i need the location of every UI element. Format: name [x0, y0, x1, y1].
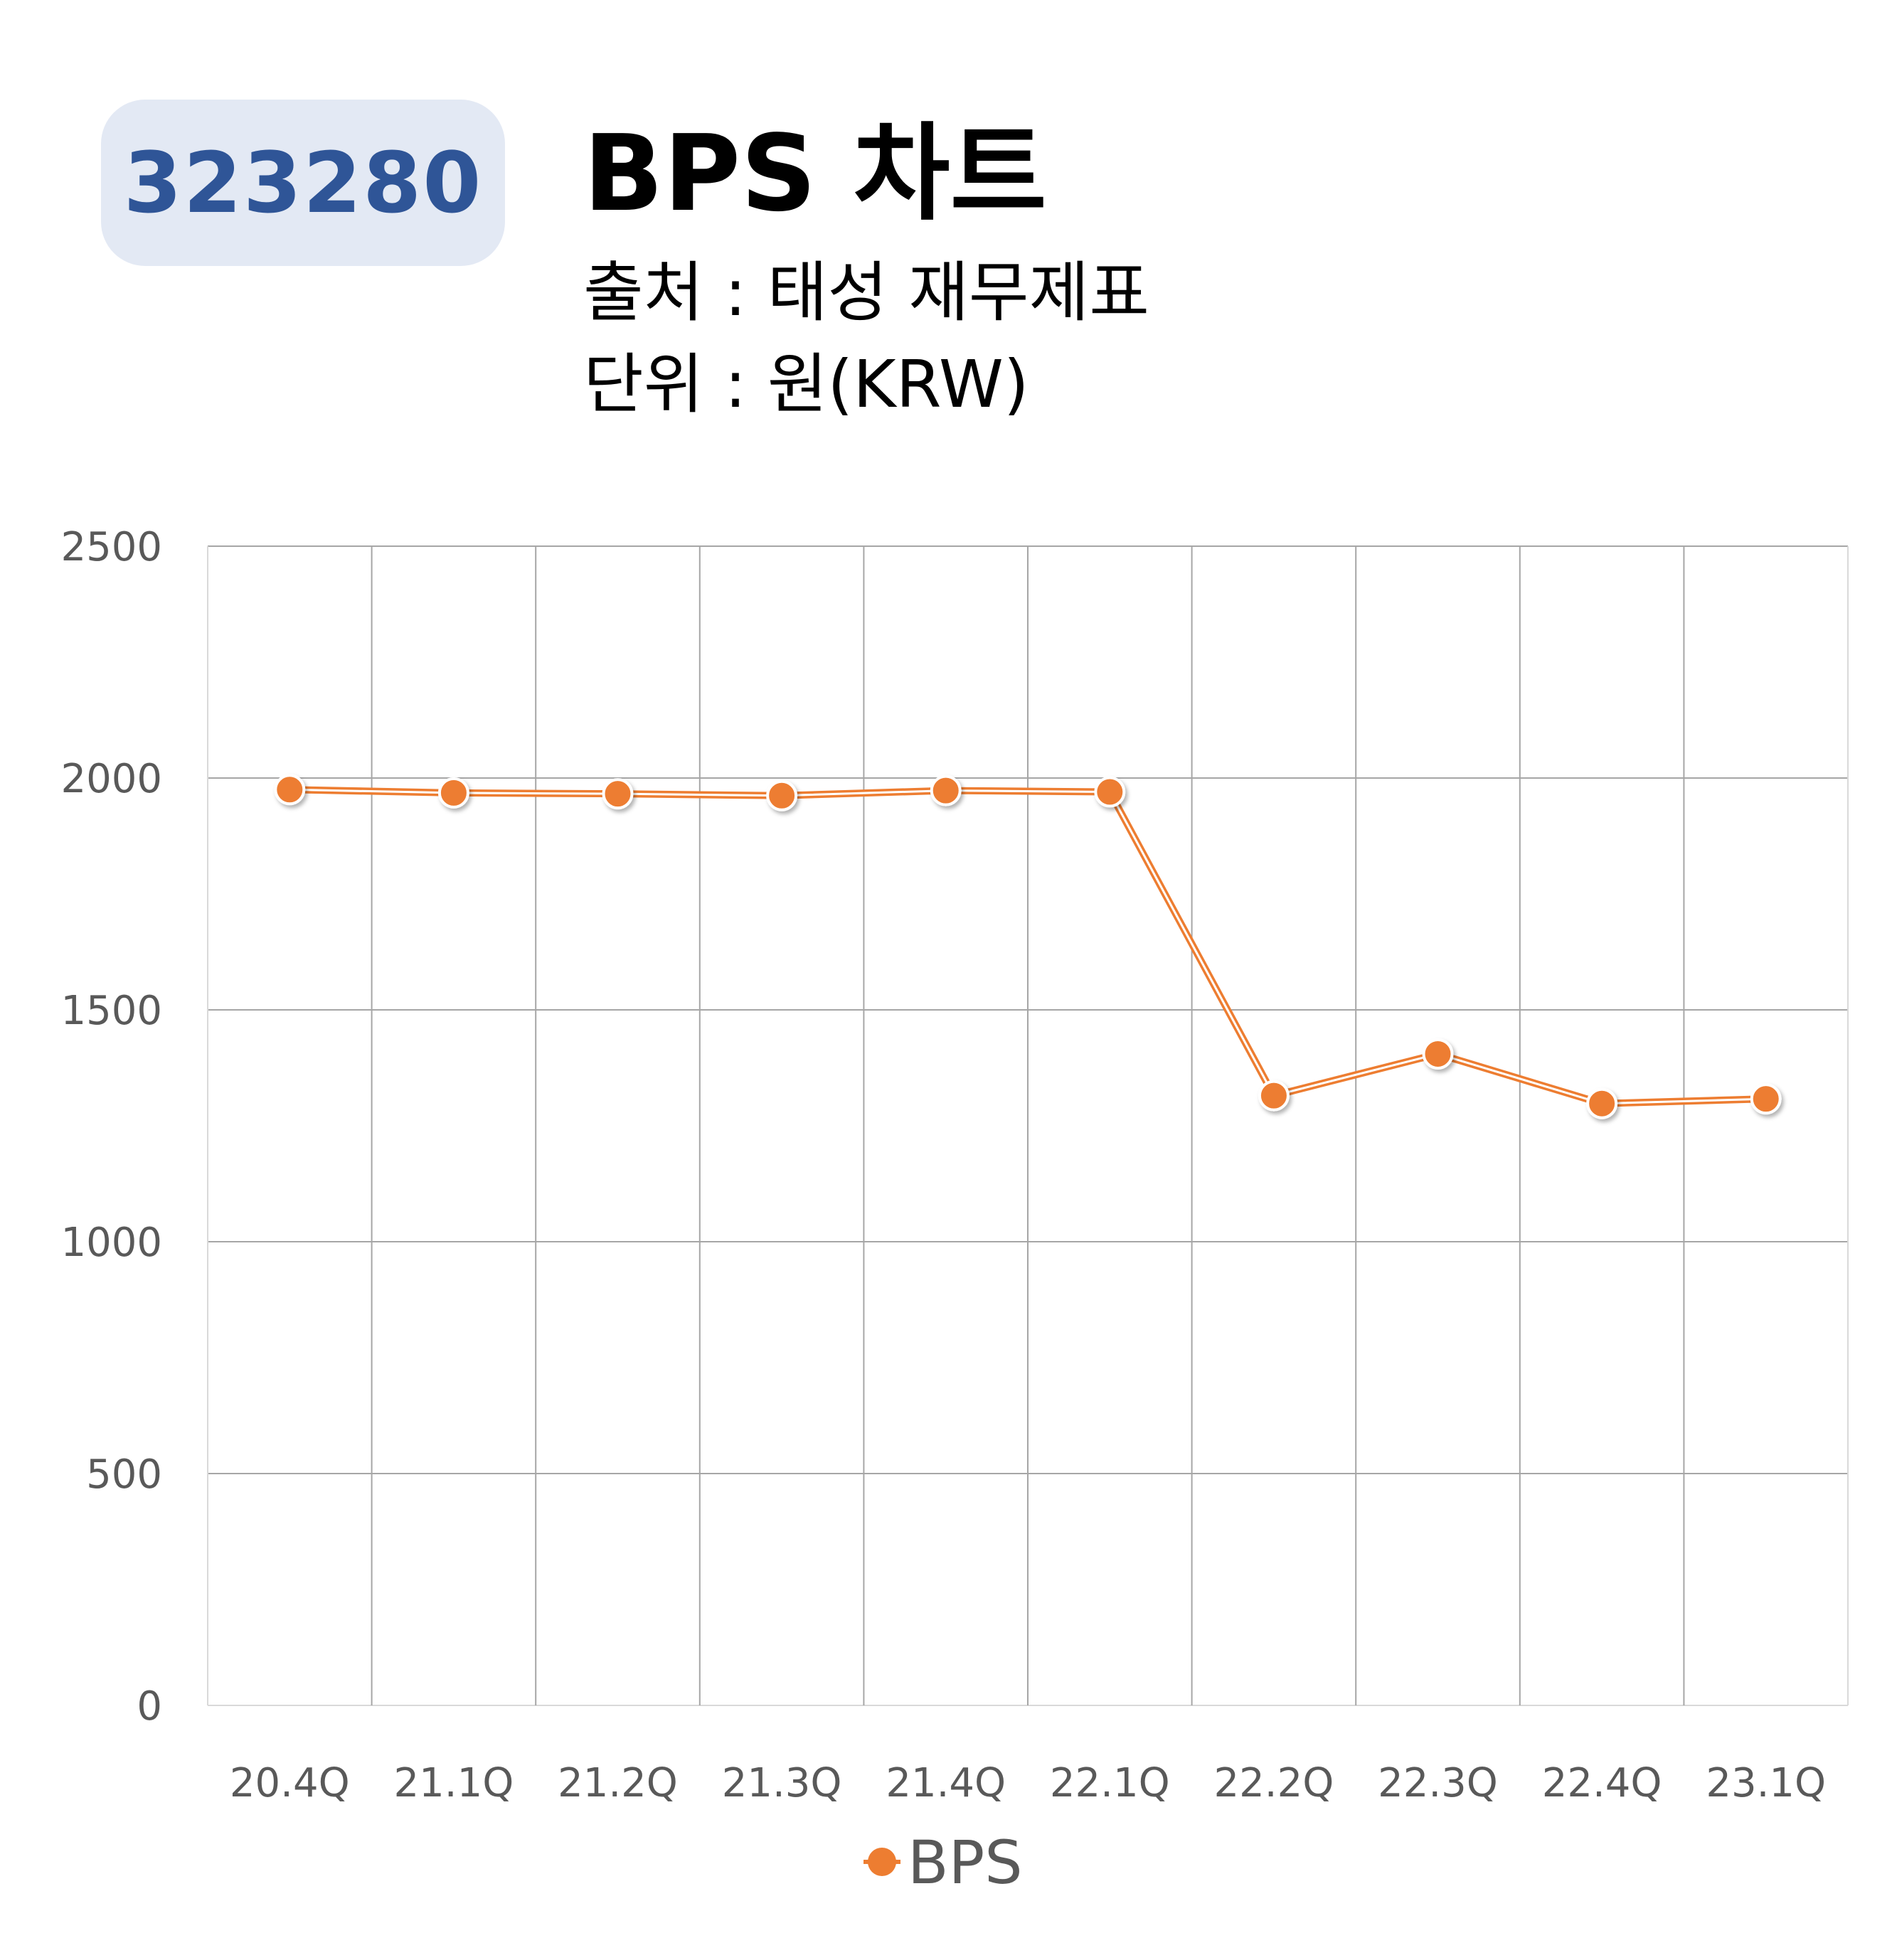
data-point: [1094, 776, 1126, 808]
x-axis: 20.4Q 21.1Q 21.2Q 21.3Q 21.4Q 22.1Q 22.2Q 22.3Q…: [230, 1760, 1826, 1806]
data-point: [274, 774, 306, 806]
source-line: 출처 : 태성 재무제표: [583, 255, 1149, 331]
data-point: [1258, 1080, 1290, 1112]
y-tick-label: 500: [86, 1452, 162, 1498]
y-tick-label: 1500: [60, 988, 162, 1034]
title-block: BPS 차트 출처 : 태성 재무제표 단위 : 원(KRW): [583, 121, 1149, 431]
data-point: [602, 778, 634, 810]
unit-line: 단위 : 원(KRW): [583, 346, 1029, 422]
x-tick-label: 21.3Q: [722, 1760, 842, 1806]
legend-label: BPS: [908, 1828, 1023, 1897]
data-point: [930, 774, 962, 806]
x-tick-label: 21.2Q: [558, 1760, 678, 1806]
data-point: [766, 779, 798, 811]
legend: BPS: [864, 1828, 1023, 1897]
series-bps: [274, 774, 1782, 1119]
data-point: [437, 777, 469, 809]
data-point: [1750, 1083, 1782, 1115]
x-tick-label: 22.4Q: [1542, 1760, 1662, 1806]
x-tick-label: 22.1Q: [1050, 1760, 1170, 1806]
chart-title: BPS 차트: [583, 112, 1047, 235]
x-tick-label: 21.4Q: [886, 1760, 1006, 1806]
x-tick-label: 22.3Q: [1378, 1760, 1498, 1806]
y-tick-label: 0: [137, 1683, 162, 1730]
grid: [207, 545, 1849, 1706]
y-axis: 0 500 1000 1500 2000 2500: [60, 524, 162, 1730]
ticker-code: 323280: [123, 134, 483, 232]
x-tick-label: 23.1Q: [1706, 1760, 1826, 1806]
y-tick-label: 2500: [60, 524, 162, 570]
series-line-inner: [289, 788, 1766, 1105]
x-tick-label: 21.1Q: [394, 1760, 514, 1806]
x-tick-label: 22.2Q: [1214, 1760, 1334, 1806]
x-tick-label: 20.4Q: [230, 1760, 350, 1806]
data-point: [1586, 1087, 1618, 1119]
ticker-badge: 323280: [101, 100, 505, 266]
legend-marker-icon: [868, 1848, 896, 1876]
data-point: [1422, 1038, 1454, 1070]
y-tick-label: 1000: [60, 1220, 162, 1266]
y-tick-label: 2000: [60, 756, 162, 802]
